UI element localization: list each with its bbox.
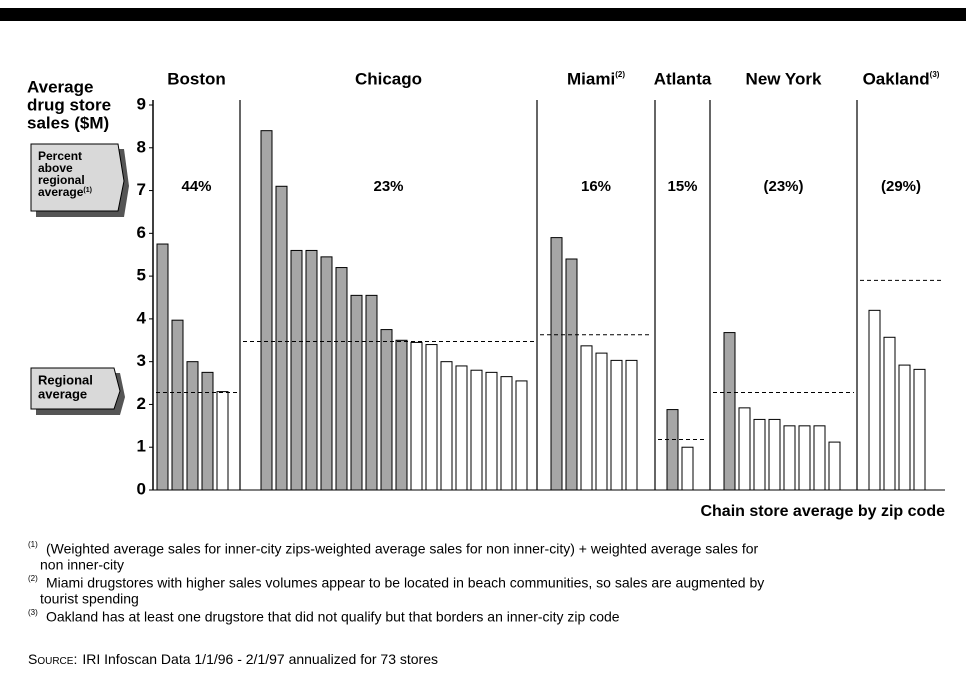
bar (335, 267, 348, 491)
footnote-mark: (2) (28, 574, 38, 583)
group-label: Chicago (355, 69, 422, 88)
bar (783, 425, 796, 491)
x-axis-label: Chain store average by zip code (700, 503, 945, 520)
bar (395, 339, 408, 491)
bar (565, 258, 578, 491)
bar (753, 418, 766, 491)
bar (515, 380, 528, 491)
bar (580, 345, 593, 491)
y-tick-label: 5 (137, 266, 146, 285)
bar (828, 441, 841, 491)
bar (171, 319, 184, 491)
y-tick-label: 2 (137, 394, 146, 413)
footnote-text: Oakland has at least one drugstore that … (46, 609, 620, 625)
bar (723, 332, 736, 491)
bar (260, 130, 273, 491)
bar (898, 364, 911, 491)
callout-text: average (38, 386, 87, 401)
percent-label: 16% (581, 178, 611, 195)
footnote-mark: (3) (28, 608, 38, 617)
percent-label: (23%) (763, 178, 803, 195)
percent-label: 44% (181, 178, 211, 195)
group-note: (2) (615, 70, 625, 79)
bar (275, 185, 288, 491)
bar (625, 359, 638, 491)
bar (186, 361, 199, 491)
bar (455, 365, 468, 491)
callout-text: Regional (38, 372, 93, 387)
y-tick-label: 3 (137, 351, 146, 370)
bar (768, 418, 781, 491)
footnote-text: (Weighted average sales for inner-city z… (46, 541, 758, 557)
bar (380, 329, 393, 491)
y-axis-label: sales ($M) (27, 113, 109, 132)
callout-box (30, 367, 121, 410)
bar (813, 425, 826, 491)
callout-text: regional (38, 173, 85, 187)
bar (410, 341, 423, 491)
percent-label: (29%) (881, 178, 921, 195)
y-axis-label: drug store (27, 95, 111, 114)
bar (201, 371, 214, 491)
bar (320, 256, 333, 491)
group-label: Oakland(3) (863, 69, 940, 88)
y-tick-label: 7 (137, 180, 146, 199)
bar (610, 359, 623, 491)
bar (216, 391, 229, 491)
footnote-text: tourist spending (40, 591, 139, 607)
callout-text: Percent (38, 149, 82, 163)
bar (425, 344, 438, 491)
y-tick-label: 8 (137, 137, 146, 156)
top-bar (0, 8, 966, 21)
footnote-mark: (1) (28, 540, 38, 549)
bar (681, 446, 694, 491)
bar (350, 294, 363, 491)
callout-text: average(1) (38, 185, 92, 199)
bar (913, 368, 926, 491)
percent-label: 15% (667, 178, 697, 195)
group-label: Miami(2) (567, 69, 625, 88)
bar (470, 369, 483, 491)
footnote-text: Miami drugstores with higher sales volum… (46, 575, 764, 591)
callout-box (30, 143, 125, 212)
group-label: Atlanta (654, 69, 712, 88)
bar (798, 425, 811, 491)
y-tick-label: 4 (137, 308, 147, 327)
source: Source: IRI Infoscan Data 1/1/96 - 2/1/97… (28, 651, 438, 667)
y-tick-label: 1 (137, 437, 146, 456)
y-axis-label: Average (27, 77, 93, 96)
callout-text: above (38, 161, 73, 175)
bar (550, 237, 563, 491)
bar (305, 249, 318, 491)
bar (738, 407, 751, 491)
bar (666, 409, 679, 491)
footnote-text: non inner-city (40, 557, 124, 573)
bar (156, 243, 169, 491)
bar (440, 361, 453, 491)
bar (868, 309, 881, 491)
bar (500, 376, 513, 491)
bar (485, 371, 498, 491)
source-text: IRI Infoscan Data 1/1/96 - 2/1/97 annual… (82, 651, 438, 667)
percent-label: 23% (373, 178, 403, 195)
group-note: (3) (930, 70, 940, 79)
bar (365, 294, 378, 491)
y-tick-label: 6 (137, 223, 146, 242)
y-tick-label: 0 (137, 479, 146, 498)
bar (883, 336, 896, 491)
y-tick-label: 9 (137, 94, 146, 113)
group-label: New York (746, 69, 822, 88)
bar (290, 249, 303, 491)
group-label: Boston (167, 69, 226, 88)
bar (595, 352, 608, 491)
callout-note: (1) (83, 187, 92, 194)
source-label: Source: (28, 651, 77, 667)
